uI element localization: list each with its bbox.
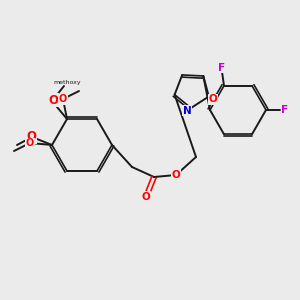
Text: O: O xyxy=(208,94,217,104)
Text: O: O xyxy=(26,130,36,143)
Text: methoxy: methoxy xyxy=(53,80,81,85)
Text: O: O xyxy=(26,138,34,148)
Text: N: N xyxy=(183,106,191,116)
Text: O: O xyxy=(172,170,180,180)
Text: O: O xyxy=(48,94,58,106)
Text: O: O xyxy=(142,192,150,202)
Text: O: O xyxy=(59,94,67,104)
Text: F: F xyxy=(218,63,226,73)
Text: F: F xyxy=(281,105,289,115)
